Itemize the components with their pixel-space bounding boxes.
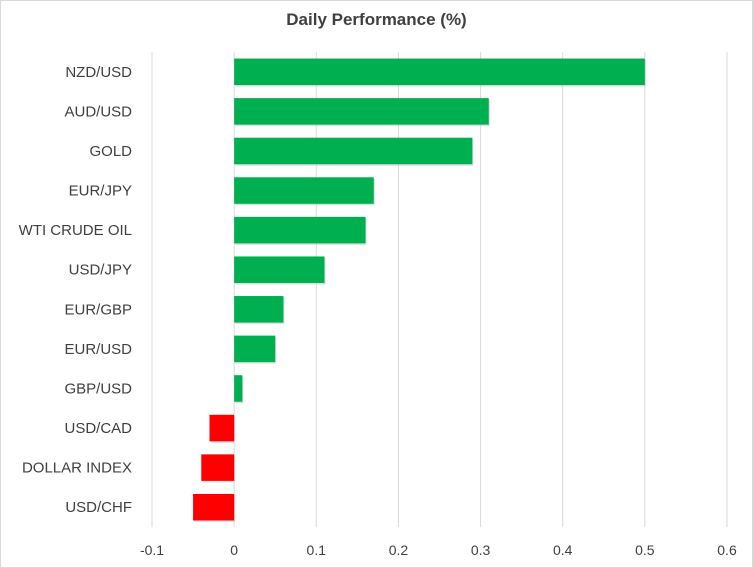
category-label: GOLD [89,143,132,160]
category-label: WTI CRUDE OIL [19,222,132,239]
chart-title: Daily Performance (%) [286,10,467,29]
category-label: DOLLAR INDEX [22,460,132,477]
bar [234,256,325,283]
bar [234,58,645,86]
category-label: GBP/USD [64,380,132,397]
x-tick-label: 0.4 [553,542,573,558]
category-label: EUR/USD [64,341,132,358]
bar [234,335,276,363]
x-tick-label: -0.1 [140,542,164,558]
bar [209,414,235,442]
x-tick-label: 0.1 [307,542,327,558]
category-label: EUR/JPY [69,183,132,200]
x-tick-label: 0.5 [635,542,655,558]
category-label: USD/CAD [64,420,132,437]
bar [234,137,473,165]
bar [193,493,235,521]
category-label: AUD/USD [64,103,132,120]
bars [193,58,646,522]
bar [234,216,366,244]
category-labels: NZD/USD AUD/USD GOLD EUR/JPY WTI CRUDE OIL US… [19,64,133,516]
category-label: USD/JPY [69,262,132,279]
x-tick-label: 0 [230,542,238,558]
bar [201,454,235,481]
bar [234,296,284,323]
bar [234,98,489,125]
x-tick-label: 0.3 [471,542,491,558]
bar [234,177,374,204]
x-axis-tick-labels: -0.1 0 0.1 0.2 0.3 0.4 0.5 0.6 [140,542,737,558]
category-label: EUR/GBP [64,301,132,318]
gridlines [151,52,728,527]
bar [234,375,243,402]
category-label: USD/CHF [65,499,132,516]
x-tick-label: 0.6 [717,542,737,558]
category-label: NZD/USD [65,64,132,81]
x-tick-label: 0.2 [389,542,409,558]
